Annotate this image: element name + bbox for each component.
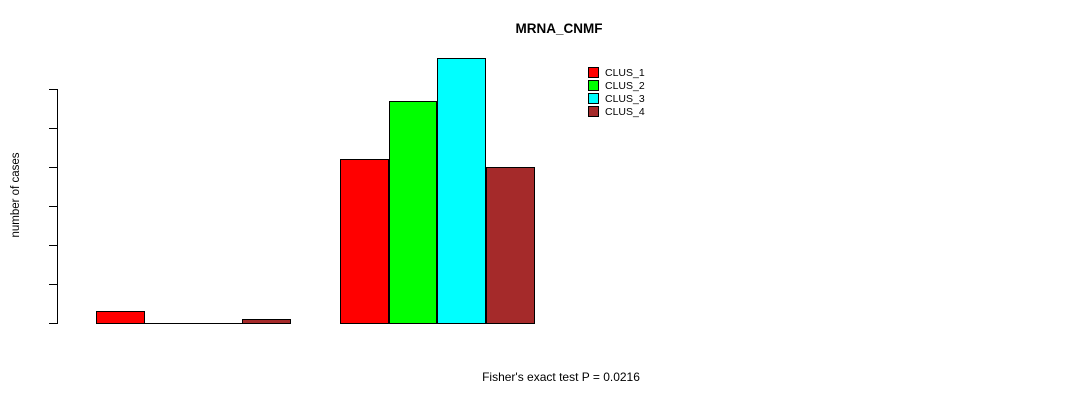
bar-clus_1 bbox=[96, 311, 145, 324]
y-axis-tick bbox=[49, 128, 57, 129]
y-axis-tick bbox=[49, 167, 57, 168]
legend: CLUS_1 CLUS_2 CLUS_3 CLUS_4 bbox=[588, 66, 645, 118]
bar-clus_4 bbox=[242, 319, 291, 324]
fisher-test-annotation: Fisher's exact test P = 0.0216 bbox=[482, 370, 640, 384]
chart-title: MRNA_CNMF bbox=[515, 21, 603, 36]
legend-swatch-icon bbox=[588, 106, 599, 117]
legend-swatch-icon bbox=[588, 80, 599, 91]
bar-clus_2 bbox=[388, 100, 438, 324]
y-axis-tick bbox=[49, 323, 57, 324]
legend-row: CLUS_1 bbox=[588, 66, 645, 79]
bar-clus_3 bbox=[437, 57, 486, 324]
y-axis-tick bbox=[49, 89, 57, 90]
legend-label: CLUS_1 bbox=[605, 66, 645, 79]
bar-clus_1 bbox=[339, 159, 389, 324]
y-axis-line bbox=[57, 89, 58, 324]
legend-swatch-icon bbox=[588, 93, 599, 104]
legend-row: CLUS_2 bbox=[588, 79, 645, 92]
group-baseline bbox=[96, 323, 291, 324]
y-axis-tick bbox=[49, 284, 57, 285]
y-axis-tick bbox=[49, 206, 57, 207]
legend-swatch-icon bbox=[588, 67, 599, 78]
bar-clus_4 bbox=[486, 167, 535, 324]
legend-label: CLUS_2 bbox=[605, 79, 645, 92]
y-axis-label: number of cases bbox=[10, 152, 22, 238]
y-axis-tick bbox=[49, 245, 57, 246]
legend-label: CLUS_3 bbox=[605, 92, 645, 105]
legend-row: CLUS_4 bbox=[588, 105, 645, 118]
legend-label: CLUS_4 bbox=[605, 105, 645, 118]
legend-row: CLUS_3 bbox=[588, 92, 645, 105]
